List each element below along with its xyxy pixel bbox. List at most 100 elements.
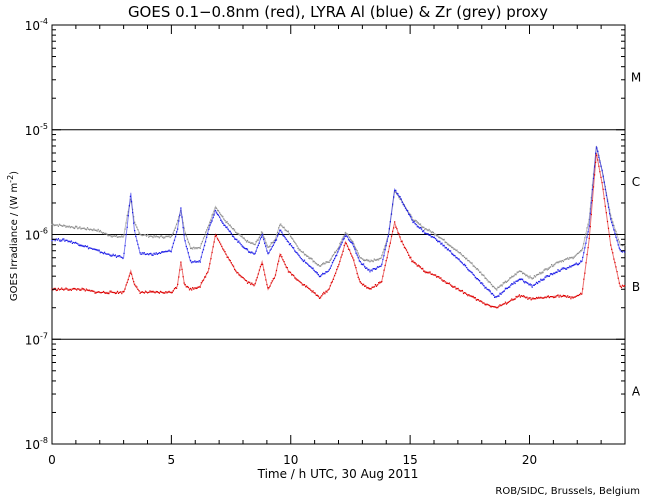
data-point [156,253,158,255]
data-point [250,283,252,286]
data-point [312,267,314,269]
data-point [191,262,193,264]
data-point [103,290,105,293]
data-point [425,228,427,230]
data-point [432,274,434,276]
data-point [575,262,577,264]
data-point [491,292,494,295]
data-point [543,297,545,299]
data-point [414,219,416,221]
data-point [72,227,75,229]
data-point [187,286,189,288]
data-point [176,287,178,289]
data-point [70,289,72,291]
data-point [560,268,562,270]
data-point [343,244,345,246]
data-point [594,174,596,176]
data-point [172,290,174,292]
data-point [605,194,607,196]
data-point [87,248,90,250]
data-point [370,288,372,290]
data-point [380,257,382,259]
data-point [254,244,256,246]
data-point [542,297,544,299]
data-point [342,238,344,240]
data-point [252,242,254,244]
data-point [67,289,69,291]
data-point [95,248,97,251]
data-point [452,253,454,256]
data-point [557,294,559,296]
data-point [493,306,495,308]
data-point [491,305,494,308]
data-point [355,248,357,250]
data-point [587,223,589,225]
data-point [254,282,256,285]
data-point [347,248,350,250]
data-point [213,241,215,243]
data-point [570,257,572,259]
data-point [99,292,101,294]
data-point [223,249,225,251]
data-point [433,274,436,276]
data-point [482,283,484,285]
data-point [460,261,462,263]
data-point [416,226,418,228]
data-point [603,181,605,184]
data-point [126,214,128,216]
data-point [63,238,65,240]
data-point [258,242,260,244]
data-point [223,218,225,220]
data-point [163,237,165,239]
data-point [610,218,612,220]
data-point [302,284,304,286]
data-point [491,286,494,288]
data-point [374,284,376,286]
data-point [599,171,601,173]
data-point [329,285,331,287]
data-point [246,248,249,250]
data-point [467,260,469,262]
data-point [306,255,308,257]
data-point [255,279,257,281]
data-point [135,235,137,238]
data-point [205,241,207,243]
data-point [66,225,68,227]
data-point [363,283,365,285]
data-point [559,294,561,296]
data-point [484,287,486,289]
data-point [303,254,306,256]
data-point [349,249,351,251]
data-point [514,298,516,300]
data-point [471,295,473,297]
data-point [561,260,563,262]
data-point [219,216,221,218]
data-point [175,236,177,238]
data-point [316,264,318,266]
data-point [617,277,619,279]
data-point [214,209,216,212]
data-point [286,267,288,269]
data-point [170,292,172,294]
data-point [293,274,295,277]
data-point [130,200,133,202]
data-point [315,271,317,273]
data-point [592,177,595,180]
data-point [235,270,237,272]
data-point [309,265,311,267]
data-point [179,269,181,271]
data-point [83,227,85,229]
data-point [256,239,258,241]
data-point [209,224,211,226]
data-point [535,296,538,299]
data-point [565,258,567,260]
data-point [514,282,516,285]
data-point [498,305,500,307]
data-point [541,272,543,274]
data-point [137,229,139,231]
data-point [168,235,170,237]
data-point [55,238,57,240]
data-point [540,278,542,280]
data-point [349,240,351,242]
